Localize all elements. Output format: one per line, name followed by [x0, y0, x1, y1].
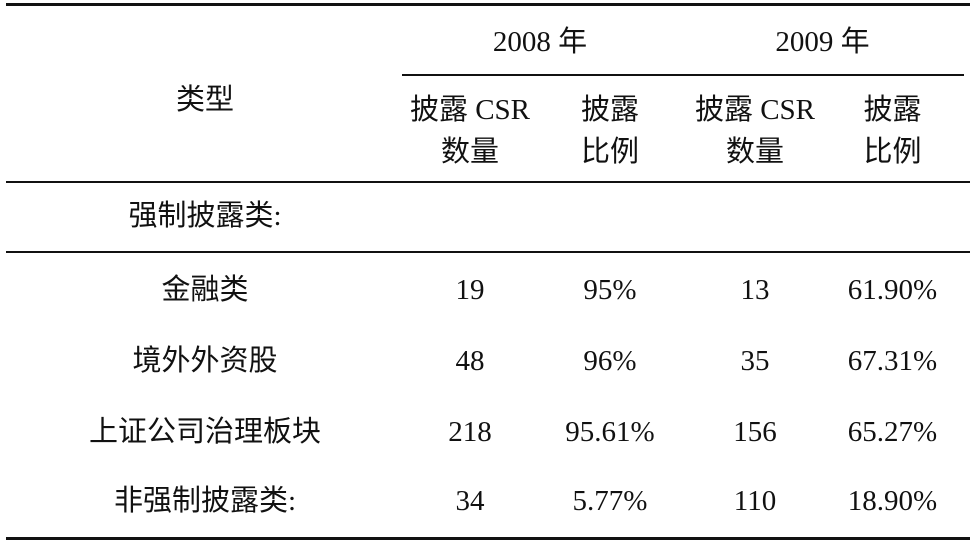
table-cell: 19 — [455, 274, 485, 306]
table-cell: 96% — [583, 345, 637, 377]
sub-header: 披露 比例 — [580, 94, 639, 168]
sub-header: 披露 CSR 数量 — [409, 94, 531, 168]
table-cell: 5.77% — [572, 485, 648, 517]
row-label: 上证公司治理板块 — [88, 416, 321, 448]
category-header: 类型 — [175, 84, 234, 116]
year-rule — [402, 74, 964, 76]
row-label: 非强制披露类: — [113, 485, 297, 517]
table-cell: 34 — [455, 485, 485, 517]
sub-header: 披露 比例 — [863, 94, 922, 168]
top-rule — [6, 3, 970, 6]
section-label: 强制披露类: — [128, 200, 282, 232]
table-cell: 48 — [455, 345, 485, 377]
table-cell: 61.90% — [847, 274, 938, 306]
row-label: 境外外资股 — [132, 345, 278, 377]
year-header: 2008 年 — [492, 26, 588, 58]
table-cell: 95% — [583, 274, 637, 306]
header-rule — [6, 181, 970, 183]
table-cell: 18.90% — [847, 485, 938, 517]
table-cell: 95.61% — [565, 416, 655, 448]
section-rule — [6, 251, 970, 253]
row-label: 金融类 — [161, 274, 249, 306]
bottom-rule — [6, 537, 970, 540]
table-cell: 218 — [448, 416, 492, 448]
year-header: 2009 年 — [775, 26, 870, 58]
table-cell: 35 — [740, 345, 770, 377]
table-cell: 156 — [733, 416, 777, 448]
table-cell: 110 — [733, 485, 777, 517]
table-cell: 67.31% — [847, 345, 938, 377]
sub-header: 披露 CSR 数量 — [694, 94, 816, 168]
table-cell: 13 — [740, 274, 770, 306]
table-cell: 65.27% — [847, 416, 938, 448]
